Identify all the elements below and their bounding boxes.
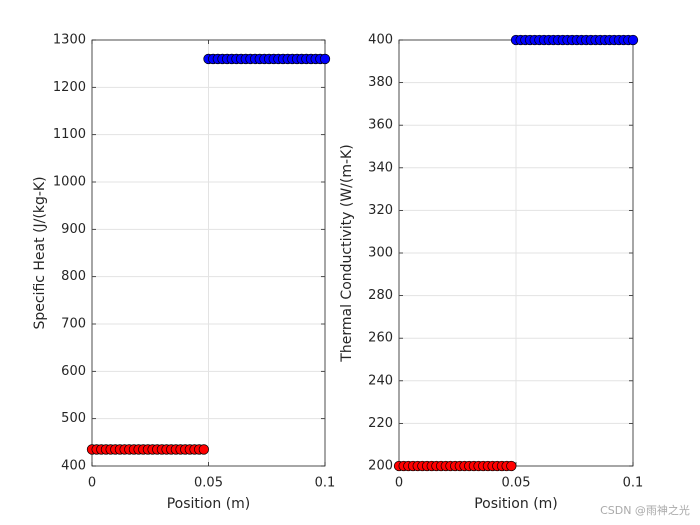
y-tick-label: 220: [368, 416, 393, 431]
y-tick-label: 200: [368, 459, 393, 474]
watermark: CSDN @雨神之光: [600, 503, 690, 517]
marker: [319, 53, 331, 65]
y-tick-label: 1200: [53, 80, 86, 95]
x-tick-label: 0: [88, 476, 96, 491]
y-tick-label: 1000: [53, 175, 86, 190]
y-tick-label: 280: [368, 288, 393, 303]
y-tick-label: 240: [368, 373, 393, 388]
y-tick-label: 800: [61, 269, 86, 284]
y-tick-label: 400: [368, 33, 393, 48]
y-tick-label: 700: [61, 317, 86, 332]
y-tick-label: 360: [368, 118, 393, 133]
marker: [198, 444, 209, 455]
y-tick-label: 1100: [53, 127, 86, 142]
x-axis-label: Position (m): [474, 496, 558, 512]
x-tick-label: 0.1: [623, 476, 644, 491]
x-tick-label: 0.05: [502, 476, 531, 491]
x-tick-label: 0: [395, 476, 403, 491]
x-tick-label: 0.1: [315, 476, 336, 491]
y-tick-label: 340: [368, 160, 393, 175]
axes-box: [91, 39, 326, 467]
y-tick-label: 380: [368, 75, 393, 90]
y-tick-label: 400: [61, 459, 86, 474]
y-axis-label: Thermal Conductivity (W/(m-K): [339, 144, 355, 362]
y-tick-label: 260: [368, 331, 393, 346]
y-tick-label: 500: [61, 411, 86, 426]
y-tick-label: 300: [368, 246, 393, 261]
x-axis-label: Position (m): [167, 496, 251, 512]
y-axis-label: Specific Heat (J/(kg-K): [32, 176, 48, 329]
y-tick-label: 1300: [53, 33, 86, 48]
y-tick-label: 600: [61, 364, 86, 379]
y-tick-label: 900: [61, 222, 86, 237]
x-tick-label: 0.05: [194, 476, 223, 491]
y-tick-label: 320: [368, 203, 393, 218]
marker: [627, 34, 639, 46]
marker: [506, 460, 517, 472]
